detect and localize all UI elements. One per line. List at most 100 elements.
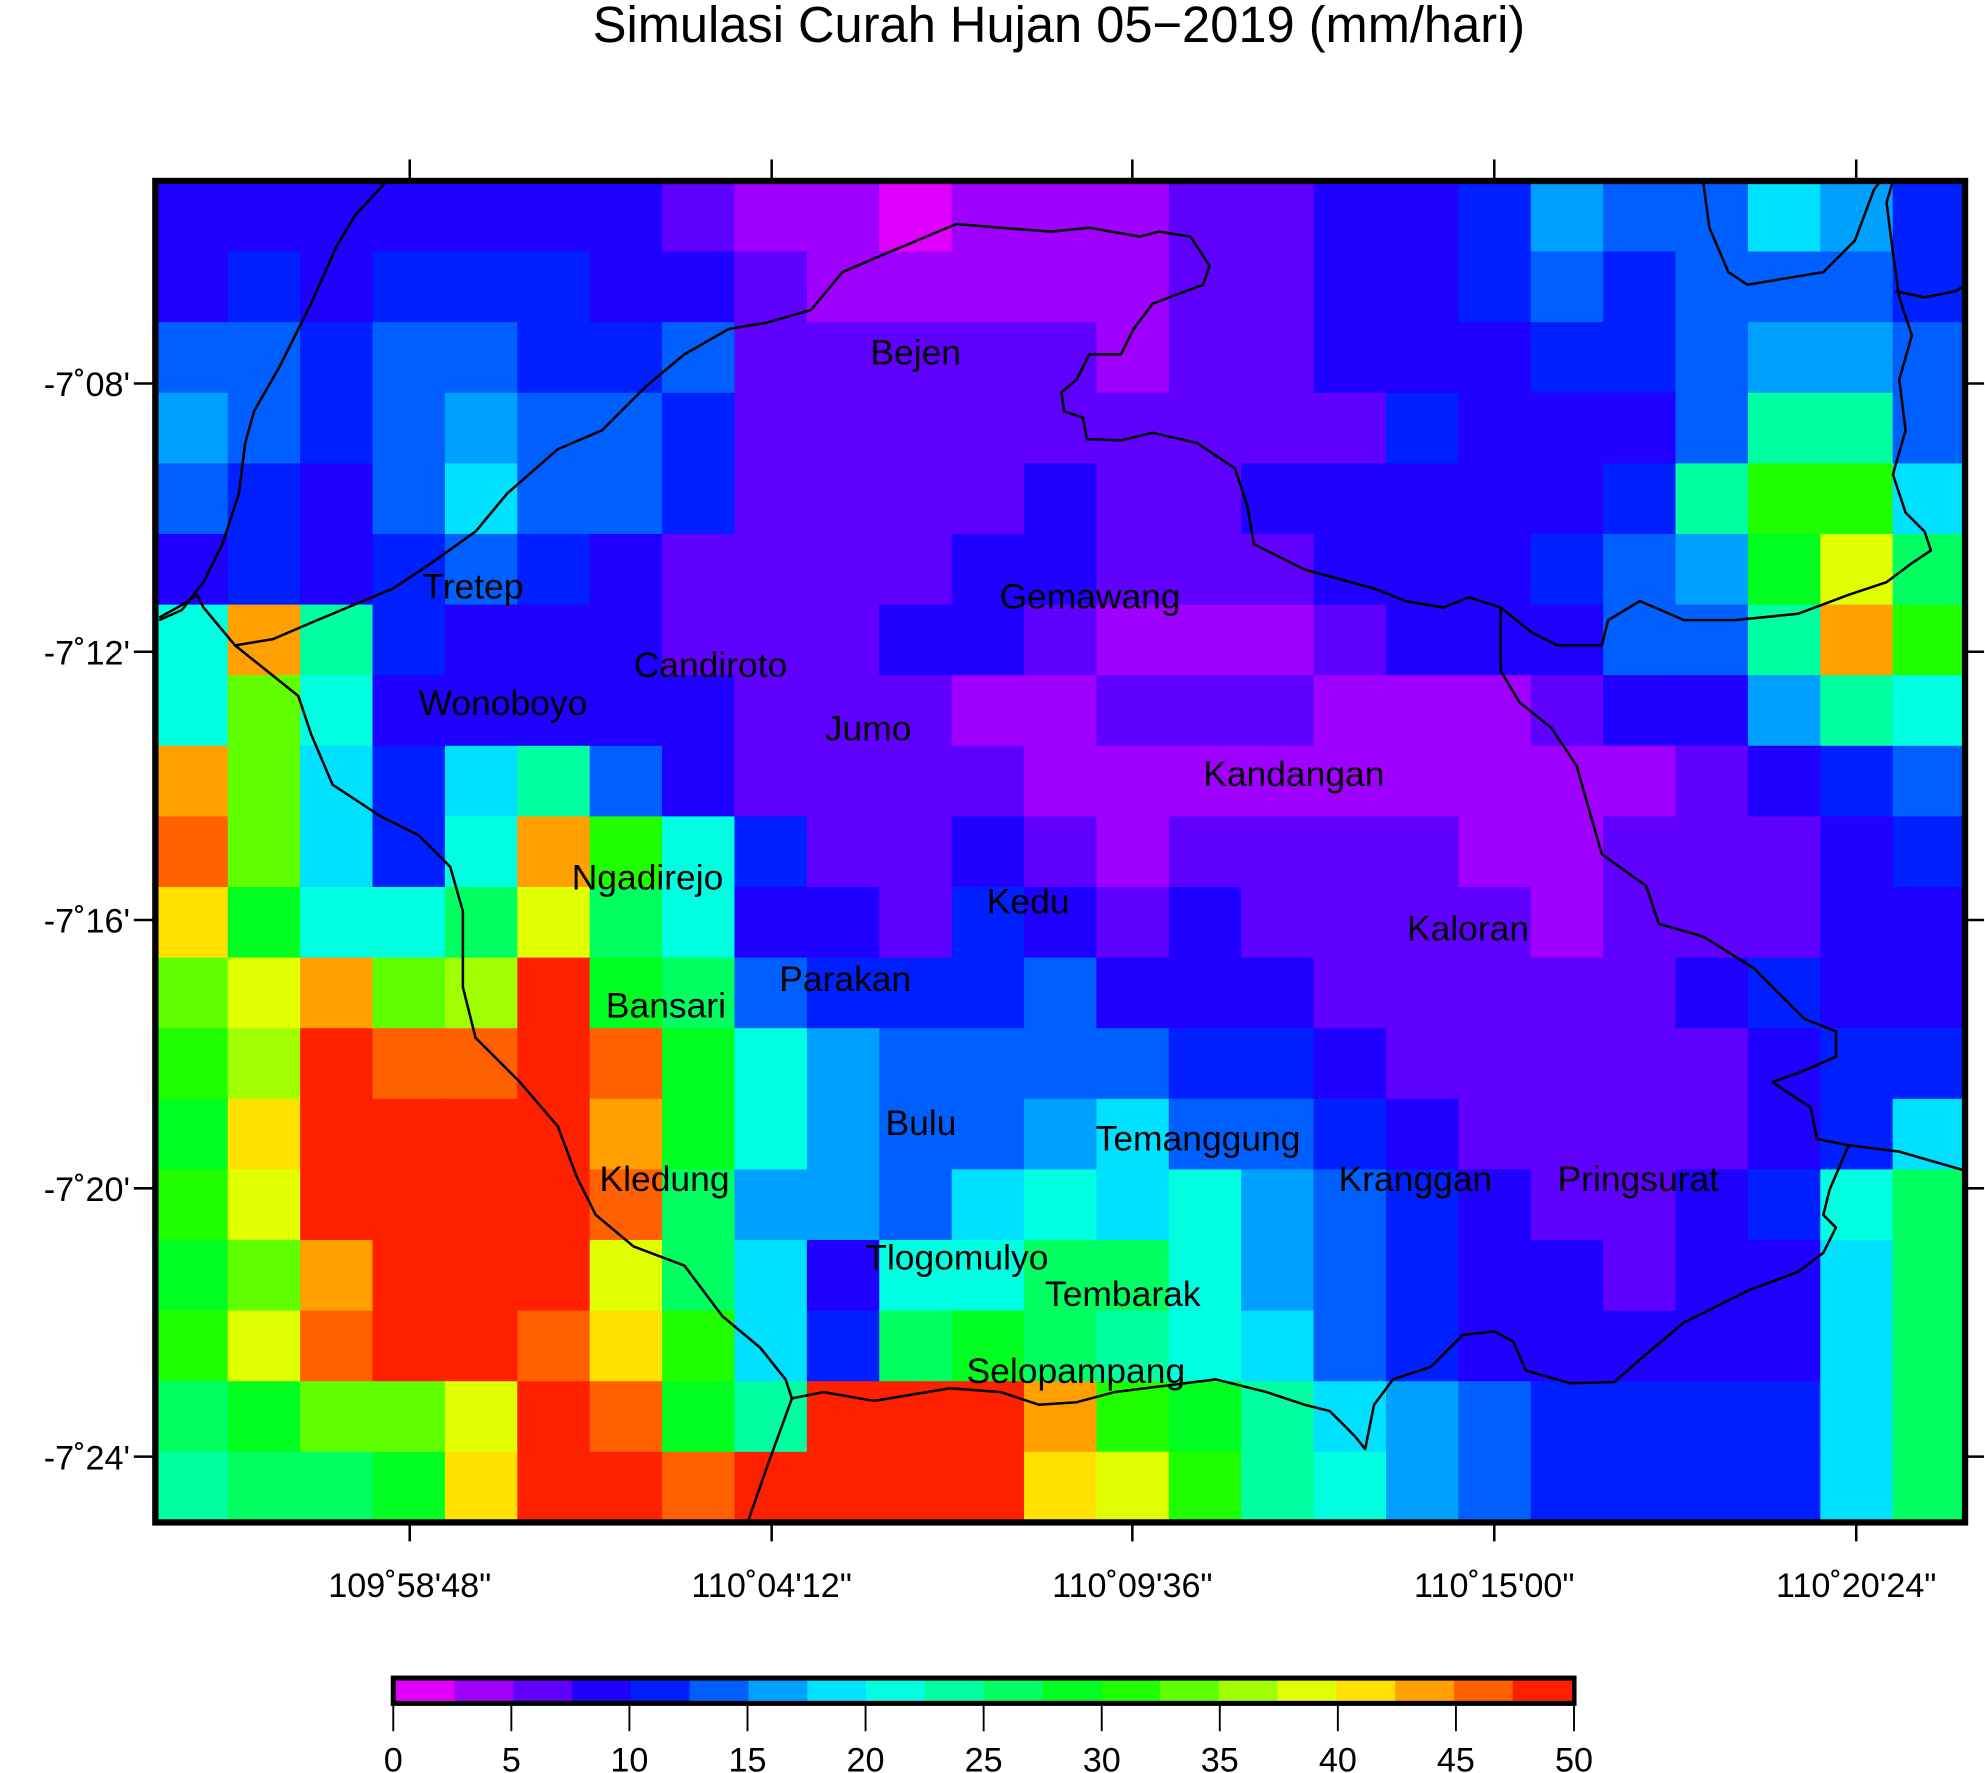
heatmap-cell: [1024, 745, 1098, 818]
heatmap-cell: [1603, 675, 1677, 747]
boundary-line: [791, 1144, 1850, 1451]
chart-title: Simulasi Curah Hujan 05−2019 (mm/hari): [593, 0, 1525, 53]
district-boundaries: [158, 180, 1966, 1523]
heatmap-cell: [1385, 1310, 1460, 1382]
heatmap-cell: [155, 675, 229, 747]
heatmap-cell: [1892, 957, 1966, 1029]
heatmap-cell: [1820, 1169, 1894, 1241]
heatmap-cell: [155, 463, 229, 535]
heatmap-cell: [879, 1381, 953, 1453]
heatmap-cell: [1892, 392, 1966, 465]
heatmap-cell: [517, 322, 591, 394]
heatmap-cell: [1241, 463, 1315, 535]
heatmap-cell: [589, 180, 663, 253]
heatmap-cell: [806, 816, 880, 888]
heatmap-cell: [300, 816, 374, 888]
heatmap-cell: [1168, 1028, 1242, 1100]
heatmap-cell: [662, 392, 736, 465]
heatmap-cell: [806, 1381, 880, 1453]
heatmap-cell: [806, 1169, 880, 1241]
heatmap-cell: [1241, 1169, 1315, 1241]
heatmap-cell: [1675, 533, 1749, 606]
heatmap-cell: [879, 463, 953, 535]
heatmap-cell: [1892, 1451, 1966, 1524]
heatmap-cell: [662, 1381, 736, 1453]
heatmap-cell: [227, 1098, 301, 1171]
heatmap-cell: [1603, 886, 1677, 959]
heatmap-cell: [589, 1028, 663, 1100]
heatmap-cell: [951, 1169, 1025, 1241]
heatmap-cell: [1747, 1169, 1822, 1241]
y-tick-label: -7˚08': [44, 366, 130, 404]
heatmap-cell: [1385, 886, 1460, 959]
heatmap-cell: [1747, 322, 1822, 394]
heatmap-cell: [444, 392, 519, 465]
heatmap-cell: [1603, 463, 1677, 535]
heatmap-cell: [517, 180, 591, 253]
heatmap-cell: [1096, 957, 1170, 1029]
boundary-line: [158, 593, 794, 1523]
heatmap-cell: [1892, 180, 1966, 253]
heatmap-cell: [1820, 1028, 1894, 1100]
heatmap-cell: [589, 1451, 663, 1524]
colorbar-label: 50: [1555, 1742, 1593, 1773]
heatmap-cell: [879, 816, 953, 888]
heatmap-cell: [227, 1451, 301, 1524]
heatmap-cell: [1603, 1310, 1677, 1382]
heatmap-cell: [1168, 180, 1242, 253]
heatmap-cell: [1385, 1028, 1460, 1100]
heatmap-cell: [444, 1381, 519, 1453]
heatmap-cell: [1241, 1240, 1315, 1312]
heatmap-cell: [300, 1098, 374, 1171]
heatmap-cell: [155, 180, 229, 253]
x-tick-label: 110˚09'36": [1052, 1567, 1212, 1605]
heatmap-cell: [1530, 604, 1604, 676]
heatmap-cell: [1385, 533, 1460, 606]
heatmap-cell: [155, 1098, 229, 1171]
heatmap-cell: [372, 1381, 446, 1453]
heatmap-cell: [1313, 533, 1387, 606]
heatmap-cell: [1892, 1240, 1966, 1312]
heatmap-cell: [444, 322, 519, 394]
heatmap-cell: [1096, 1381, 1170, 1453]
heatmap-cell: [1168, 604, 1242, 676]
heatmap-cell: [444, 180, 519, 253]
heatmap-cell: [1675, 392, 1749, 465]
heatmap-cell: [662, 533, 736, 606]
heatmap-cell: [1603, 745, 1677, 818]
heatmap-cell: [155, 604, 229, 676]
heatmap-cell: [1385, 675, 1460, 747]
heatmap-cell: [155, 1028, 229, 1100]
heatmap-cell: [1024, 886, 1098, 959]
heatmap-cell: [662, 322, 736, 394]
colorbar-swatch: [1453, 1680, 1514, 1701]
heatmap-cell: [1241, 1451, 1315, 1524]
heatmap-cell: [951, 1240, 1025, 1312]
heatmap-cell: [227, 886, 301, 959]
heatmap-cell: [1096, 604, 1170, 676]
heatmap-cell: [734, 604, 808, 676]
heatmap-cell: [951, 322, 1025, 394]
heatmap-cell: [1675, 1098, 1749, 1171]
heatmap-cell: [1675, 463, 1749, 535]
heatmap-cell: [1603, 251, 1677, 323]
colorbar-swatch: [924, 1680, 985, 1701]
heatmap-cell: [1603, 533, 1677, 606]
heatmap-cell: [589, 1169, 663, 1241]
heatmap-cell: [1241, 1381, 1315, 1453]
heatmap-cell: [1168, 745, 1242, 818]
heatmap-cell: [806, 392, 880, 465]
heatmap-cell: [1313, 392, 1387, 465]
heatmap-cell: [1313, 816, 1387, 888]
heatmap-cell: [372, 533, 446, 606]
y-tick-label: -7˚20': [44, 1171, 130, 1209]
heatmap-cell: [1385, 1240, 1460, 1312]
heatmap-cell: [951, 957, 1025, 1029]
heatmap-cell: [227, 957, 301, 1029]
heatmap-cell: [1747, 463, 1822, 535]
heatmap-cell: [1458, 251, 1532, 323]
heatmap-cell: [1168, 392, 1242, 465]
heatmap-cell: [662, 957, 736, 1029]
heatmap-cell: [1385, 1169, 1460, 1241]
heatmap-cell: [300, 463, 374, 535]
